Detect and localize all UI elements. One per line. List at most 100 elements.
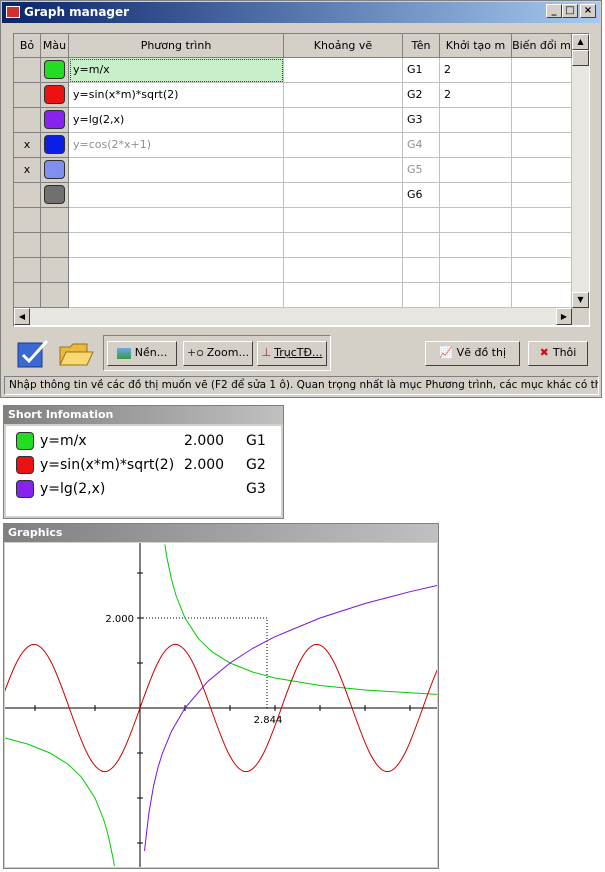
cell-text: G3 bbox=[407, 113, 423, 126]
table-cell bbox=[41, 258, 69, 283]
color-swatch[interactable] bbox=[44, 110, 65, 129]
table-cell bbox=[440, 258, 512, 283]
table-cell bbox=[14, 183, 41, 208]
table-cell bbox=[284, 233, 403, 258]
zoom-icon: +ᴑ bbox=[187, 346, 204, 359]
cell-text: G4 bbox=[407, 138, 423, 151]
curve-g2 bbox=[5, 643, 437, 773]
scroll-up[interactable]: ▲ bbox=[572, 34, 589, 50]
info-value: 2.000 bbox=[184, 433, 225, 449]
maximize-button[interactable]: □ bbox=[562, 4, 578, 18]
scroll-down[interactable]: ▼ bbox=[572, 292, 589, 308]
table-cell bbox=[14, 83, 41, 108]
color-swatch[interactable] bbox=[44, 160, 65, 179]
curve-g1 bbox=[164, 544, 437, 695]
table-cell bbox=[284, 183, 403, 208]
panel-title: Graphics bbox=[4, 524, 438, 542]
table-cell: x bbox=[14, 158, 41, 183]
close-button[interactable]: ✖ Thôi bbox=[528, 341, 588, 366]
table-cell bbox=[512, 133, 572, 158]
table-cell bbox=[41, 83, 69, 108]
table-cell: y=lg(2,x) bbox=[69, 108, 284, 133]
table-cell bbox=[512, 83, 572, 108]
color-swatch[interactable] bbox=[44, 185, 65, 204]
table-cell bbox=[14, 283, 41, 308]
table-cell bbox=[440, 233, 512, 258]
table-cell bbox=[284, 158, 403, 183]
table-cell: y=m/x bbox=[69, 58, 284, 83]
minimize-button[interactable]: _ bbox=[546, 4, 562, 18]
table-cell: G4 bbox=[403, 133, 440, 158]
color-swatch[interactable] bbox=[44, 135, 65, 154]
color-swatch[interactable] bbox=[44, 85, 65, 104]
table-cell bbox=[403, 233, 440, 258]
table-cell: 2 bbox=[440, 83, 512, 108]
table-cell bbox=[69, 233, 284, 258]
status-bar: Nhập thông tin về các đồ thị muốn vẽ (F2… bbox=[4, 376, 599, 395]
axes-button[interactable]: ⊥ TrụcTĐ... bbox=[257, 341, 327, 366]
table-cell: G5 bbox=[403, 158, 440, 183]
button-label: Nền... bbox=[134, 346, 168, 359]
info-list: y=m/x 2.000 G1 y=sin(x*m)*sqrt(2) 2.000 G2 y=l… bbox=[6, 426, 281, 516]
table-cell bbox=[512, 283, 572, 308]
column-header: Màu bbox=[41, 34, 69, 58]
background-button[interactable]: Nền... bbox=[107, 341, 177, 366]
close-icon: ✖ bbox=[539, 346, 549, 359]
open-folder-icon[interactable] bbox=[57, 337, 95, 371]
table-cell bbox=[41, 183, 69, 208]
table-cell bbox=[440, 158, 512, 183]
cell-text: x bbox=[23, 163, 31, 176]
table-cell bbox=[512, 158, 572, 183]
table-cell: G1 bbox=[403, 58, 440, 83]
info-name: G1 bbox=[246, 433, 266, 449]
scroll-corner bbox=[572, 308, 589, 325]
button-label: Vẽ đồ thị bbox=[456, 346, 507, 359]
close-window-button[interactable]: × bbox=[580, 4, 596, 18]
scroll-right[interactable]: ▶ bbox=[556, 308, 572, 325]
draw-icon: 📈 bbox=[438, 346, 453, 359]
table-cell: G2 bbox=[403, 83, 440, 108]
cell-text: y=lg(2,x) bbox=[73, 113, 125, 126]
edit-icon[interactable] bbox=[15, 337, 51, 371]
info-name: G2 bbox=[246, 457, 266, 473]
legend-swatch bbox=[16, 432, 34, 450]
cell-text: y=sin(x*m)*sqrt(2) bbox=[73, 88, 179, 101]
table-cell bbox=[41, 58, 69, 83]
table-cell bbox=[512, 233, 572, 258]
draw-button[interactable]: 📈 Vẽ đồ thị bbox=[425, 341, 520, 366]
column-header: Bỏ bbox=[14, 34, 41, 58]
zoom-button[interactable]: +ᴑ Zoom... bbox=[183, 341, 253, 366]
vertical-scrollbar[interactable] bbox=[572, 34, 589, 308]
table-cell bbox=[41, 133, 69, 158]
scroll-left[interactable]: ◀ bbox=[14, 308, 30, 325]
edit-icon-graphic bbox=[17, 339, 49, 368]
info-name: G3 bbox=[246, 481, 266, 497]
column-header: Biến đổi m bbox=[512, 34, 572, 58]
table-cell bbox=[284, 58, 403, 83]
column-header: Tên bbox=[403, 34, 440, 58]
button-label: Thôi bbox=[552, 346, 577, 359]
icon-box bbox=[17, 342, 43, 368]
color-swatch[interactable] bbox=[44, 60, 65, 79]
table-cell bbox=[69, 183, 284, 208]
folder-graphic bbox=[59, 343, 94, 366]
table-cell bbox=[284, 108, 403, 133]
table-cell: y=cos(2*x+1) bbox=[69, 133, 284, 158]
icon-check bbox=[21, 339, 49, 364]
table-cell bbox=[284, 283, 403, 308]
y-trace-label: 2.000 bbox=[105, 614, 134, 625]
legend-swatch bbox=[16, 480, 34, 498]
info-equation: y=sin(x*m)*sqrt(2) bbox=[40, 457, 175, 473]
table-cell bbox=[284, 83, 403, 108]
table-cell bbox=[512, 108, 572, 133]
table-cell bbox=[512, 258, 572, 283]
table-cell bbox=[403, 258, 440, 283]
button-label: Zoom... bbox=[206, 346, 249, 359]
horizontal-scrollbar[interactable] bbox=[14, 308, 572, 325]
table-cell bbox=[440, 108, 512, 133]
table-cell bbox=[284, 208, 403, 233]
table-cell bbox=[41, 233, 69, 258]
table-cell bbox=[41, 283, 69, 308]
scroll-thumb[interactable] bbox=[572, 50, 589, 66]
table-cell bbox=[41, 208, 69, 233]
